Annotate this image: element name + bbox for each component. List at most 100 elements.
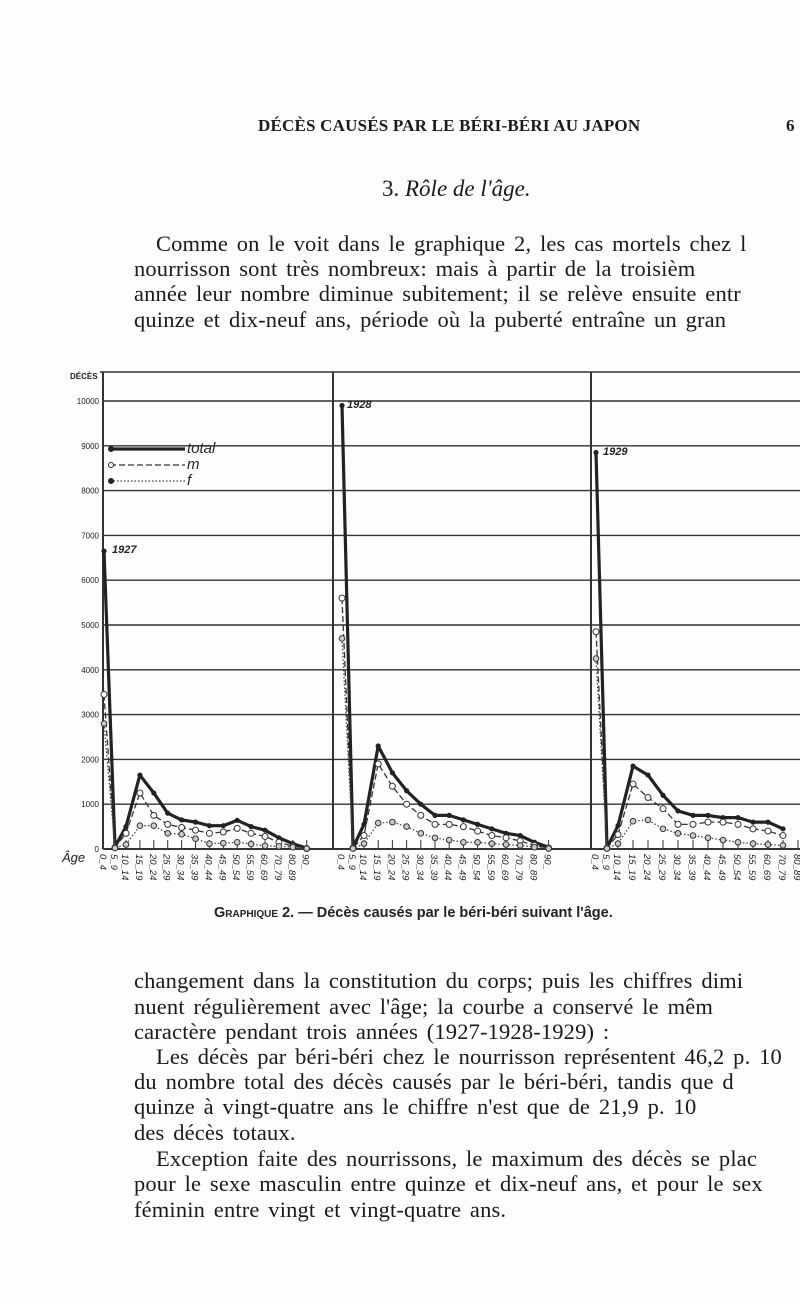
point-total — [151, 790, 157, 796]
y-tick-label: 9000 — [81, 442, 99, 451]
series-line-total-1927 — [102, 551, 308, 850]
category-label: 50_54 — [731, 854, 742, 880]
point-total — [593, 449, 599, 456]
y-tick-label: 8000 — [81, 487, 99, 496]
point-total — [750, 819, 756, 825]
point-total — [489, 826, 495, 832]
y-tick-label: 6000 — [81, 576, 99, 585]
point-total — [630, 763, 636, 769]
point-m — [178, 823, 186, 831]
point-m — [474, 827, 482, 835]
point-f — [150, 822, 158, 830]
point-total — [460, 817, 466, 823]
point-f — [659, 825, 667, 833]
y-tick-label: 10000 — [77, 397, 100, 406]
category-label: 55_59 — [244, 854, 255, 881]
paragraph-line: changement dans la constitution du corps… — [134, 968, 744, 993]
point-m — [417, 811, 425, 819]
caption-label: Graphique 2. — [214, 905, 295, 921]
point-total — [690, 812, 696, 819]
category-label: 40_44 — [701, 854, 712, 880]
y-tick-label: 1000 — [81, 800, 99, 809]
point-f — [233, 838, 241, 846]
point-m — [431, 820, 439, 828]
category-label: 10_14 — [119, 854, 130, 880]
point-f — [178, 830, 185, 838]
point-f — [629, 817, 637, 825]
point-total — [705, 812, 711, 819]
point-f — [603, 845, 611, 852]
point-f — [136, 822, 144, 830]
point-m — [704, 818, 712, 826]
section-number: 3. — [382, 176, 400, 201]
point-f — [734, 838, 742, 846]
category-label: 20_24 — [641, 853, 652, 880]
paragraph-line: Comme on le voit dans le graphique 2, le… — [156, 231, 747, 256]
point-f — [360, 840, 368, 847]
point-f — [431, 834, 439, 842]
category-label: 35_39 — [686, 854, 697, 881]
point-f — [192, 835, 199, 842]
paragraph-line: pour le sexe masculin entre quinze et di… — [134, 1171, 763, 1196]
category-label: 0_4 — [97, 854, 108, 870]
point-m — [136, 789, 144, 797]
category-label: 60_69 — [258, 854, 269, 881]
point-m — [233, 824, 241, 832]
series-line-m-1928 — [341, 598, 549, 849]
category-label: 30_34 — [414, 854, 425, 880]
year-label: 1927 — [112, 544, 137, 556]
point-m — [674, 820, 682, 828]
paragraph-line: des décès totaux. — [134, 1120, 296, 1145]
point-f — [374, 819, 382, 827]
year-label: 1928 — [347, 399, 372, 411]
point-total — [101, 548, 107, 554]
point-f — [220, 839, 227, 847]
point-m — [261, 832, 269, 840]
category-label: 45_49 — [456, 854, 467, 881]
point-total — [389, 770, 395, 776]
point-total — [517, 832, 523, 839]
point-m — [150, 811, 158, 819]
point-m — [459, 823, 467, 831]
category-label: 25_29 — [656, 853, 667, 881]
category-label: 45_49 — [716, 854, 727, 881]
y-tick-label: 0 — [95, 845, 100, 854]
category-label: 70_79 — [776, 854, 787, 881]
series-line-f-1927 — [103, 723, 307, 850]
point-f — [338, 635, 346, 642]
category-label: 60_69 — [761, 854, 772, 881]
point-total — [660, 792, 666, 798]
category-label: 15_19 — [133, 854, 144, 881]
series-line-m-1927 — [103, 694, 307, 850]
category-label: 55_59 — [485, 854, 496, 881]
point-f — [474, 838, 481, 846]
point-total — [615, 823, 621, 829]
y-tick-label: 4000 — [81, 666, 99, 675]
point-total — [123, 824, 129, 830]
point-m — [122, 829, 130, 837]
category-label: 50_54 — [471, 854, 482, 880]
point-total — [475, 821, 481, 827]
point-total — [137, 772, 143, 778]
point-f — [289, 843, 297, 851]
point-f — [779, 842, 787, 849]
point-total — [735, 815, 741, 821]
caption-text: — Décès causés par le béri-béri suivant … — [294, 905, 613, 921]
category-label: 70_79 — [513, 854, 524, 881]
point-f — [545, 845, 552, 852]
point-f — [247, 840, 255, 848]
point-f — [719, 836, 727, 844]
legend-label-f: f — [187, 472, 193, 489]
running-title: DÉCÈS CAUSÉS PAR LE BÉRI-BÉRI AU JAPON — [258, 116, 641, 135]
point-total — [339, 402, 345, 409]
point-total — [404, 788, 410, 794]
point-f — [644, 816, 652, 824]
point-m — [614, 831, 622, 839]
point-m — [192, 826, 199, 834]
paragraph-line: féminin entre vingt et vingt-quatre ans. — [134, 1197, 507, 1222]
paragraph-line: Les décès par béri-béri chez le nourriss… — [156, 1044, 782, 1069]
point-m — [502, 834, 510, 842]
point-f — [261, 842, 269, 850]
paragraph-line: nuent régulièrement avec l'âge; la courb… — [134, 994, 714, 1019]
point-f — [100, 720, 108, 727]
